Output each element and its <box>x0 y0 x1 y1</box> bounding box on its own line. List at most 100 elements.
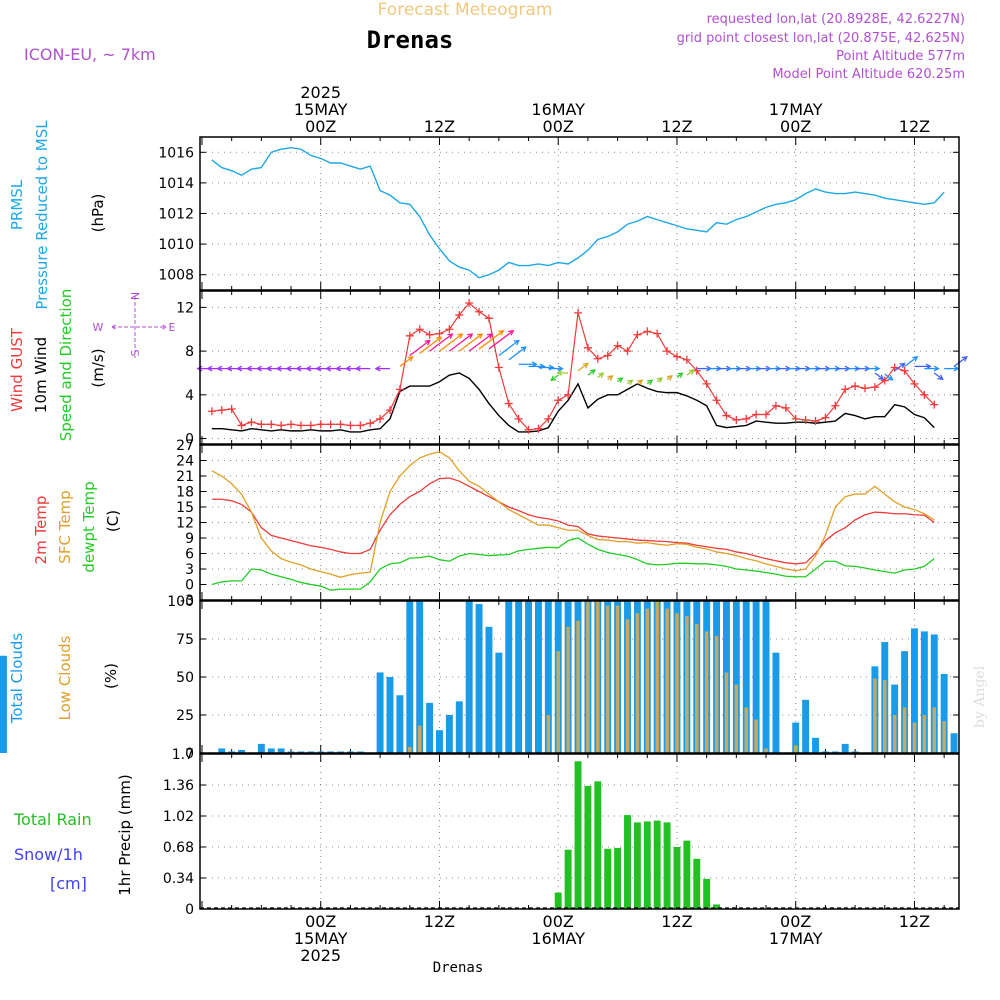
wind-arrow-head <box>899 362 906 369</box>
bar-low-cloud <box>734 684 739 753</box>
y-tick-label: 12 <box>176 516 194 532</box>
time-label-bottom: 16MAY <box>531 929 585 948</box>
wind-arrow-head <box>666 375 673 381</box>
bar-total-cloud <box>485 626 493 753</box>
wind-arrow-head <box>878 374 885 381</box>
wind-arrow-head <box>637 379 644 386</box>
y-tick-label: 0 <box>185 578 194 594</box>
gust-marker <box>475 307 484 316</box>
model-altitude: Model Point Altitude 620.25m <box>772 67 965 82</box>
bar-total-cloud <box>317 751 325 753</box>
y-tick-label: 1.36 <box>163 778 194 794</box>
wind-direction-arrow <box>884 373 893 381</box>
wind-arrow-head <box>477 333 484 339</box>
gust-marker <box>593 354 602 363</box>
time-label-bottom: 2025 <box>300 946 341 965</box>
bar-total-cloud <box>327 751 335 753</box>
wind-arrow-head <box>354 365 361 372</box>
bar-total-cloud <box>732 601 740 753</box>
bar-rain <box>693 858 701 909</box>
bar-low-cloud <box>793 745 798 753</box>
wind-arrow-head <box>508 329 515 336</box>
bar-total-cloud <box>257 743 265 753</box>
y-tick-label: 0.68 <box>163 840 194 856</box>
panel-frame <box>199 290 960 445</box>
bar-total-cloud <box>950 733 958 753</box>
gust-marker <box>534 424 543 433</box>
gust-marker <box>326 420 335 429</box>
gust-marker <box>267 420 276 429</box>
gust-marker <box>910 379 919 388</box>
time-label-bottom: 00Z <box>305 912 336 931</box>
wind-arrow-head <box>285 365 292 372</box>
wind-arrow-head <box>206 365 213 372</box>
wind-direction-arrow <box>439 333 463 352</box>
gust-marker <box>346 421 355 430</box>
bar-total-cloud <box>505 601 513 753</box>
y-tick-label: 1014 <box>158 176 194 192</box>
bar-rain <box>653 820 661 909</box>
gust-marker <box>247 418 256 427</box>
wind-arrow-head <box>467 333 474 339</box>
gust-marker <box>702 379 711 388</box>
label-low-clouds: Low Clouds <box>56 635 74 720</box>
bar-total-cloud <box>812 737 819 753</box>
bar-low-cloud <box>586 601 590 753</box>
wind-arrow-head <box>334 365 342 372</box>
gust-marker <box>395 385 404 394</box>
wind-direction-arrow <box>953 356 968 367</box>
wind-arrow-head <box>912 356 919 362</box>
bar-rain <box>584 785 592 909</box>
y-tick-label: 75 <box>176 632 194 648</box>
series-2m-temp-line <box>211 477 935 565</box>
bar-rain <box>643 821 651 909</box>
label-wind-gust: Wind GUST <box>8 327 26 412</box>
bar-rain <box>683 840 691 909</box>
wind-direction-arrow <box>429 333 453 352</box>
label-speed-direction: Speed and Direction <box>57 289 75 442</box>
gust-marker <box>920 390 929 399</box>
label-prmsl: PRMSL <box>8 179 26 230</box>
wind-arrow-head <box>617 377 624 383</box>
bar-total-cloud <box>416 601 424 753</box>
label-snow: Snow/1h <box>14 845 83 864</box>
bar-low-cloud <box>704 631 709 753</box>
panel-pressure: 1008 1010 1012 1014 1016 <box>158 137 959 290</box>
time-label-bottom: 12Z <box>424 912 455 931</box>
wind-arrow-head <box>245 365 252 372</box>
wind-direction-arrow <box>448 333 473 352</box>
model-name: ICON-EU, ~ 7km <box>24 45 156 64</box>
wind-arrow-head <box>557 365 564 372</box>
wind-arrow-head <box>486 333 494 339</box>
bar-total-cloud <box>386 677 394 753</box>
label-1hr-precip: 1hr Precip (mm) <box>116 774 134 895</box>
wind-arrow-head <box>498 329 505 336</box>
time-label-bottom: 12Z <box>661 912 692 931</box>
wind-arrow-head <box>688 369 695 375</box>
label-percent: (%) <box>102 663 120 689</box>
bar-low-cloud <box>615 605 620 753</box>
wind-arrow-head <box>315 365 322 372</box>
wind-arrow-head <box>374 365 381 372</box>
bar-total-cloud <box>752 601 760 753</box>
bar-low-cloud <box>685 616 689 753</box>
bar-rain <box>564 849 572 909</box>
wind-direction-arrow <box>550 374 559 381</box>
label-2m-temp: 2m Temp <box>32 496 50 565</box>
time-label-top: 12Z <box>661 117 692 136</box>
y-tick-label: 0 <box>185 432 194 448</box>
gust-marker <box>771 401 780 410</box>
bar-low-cloud <box>695 623 699 753</box>
bar-total-cloud <box>940 673 948 753</box>
series-sfc-temp-line <box>211 451 935 578</box>
wind-arrow-head <box>582 362 589 369</box>
bar-total-cloud <box>406 601 414 753</box>
gust-marker <box>425 330 434 339</box>
watermark: by Angel <box>972 665 988 728</box>
gust-marker <box>821 413 830 422</box>
bar-total-cloud <box>792 722 800 753</box>
y-tick-label: 1.7 <box>172 747 194 763</box>
gust-marker <box>237 421 246 430</box>
gust-marker <box>930 400 939 409</box>
